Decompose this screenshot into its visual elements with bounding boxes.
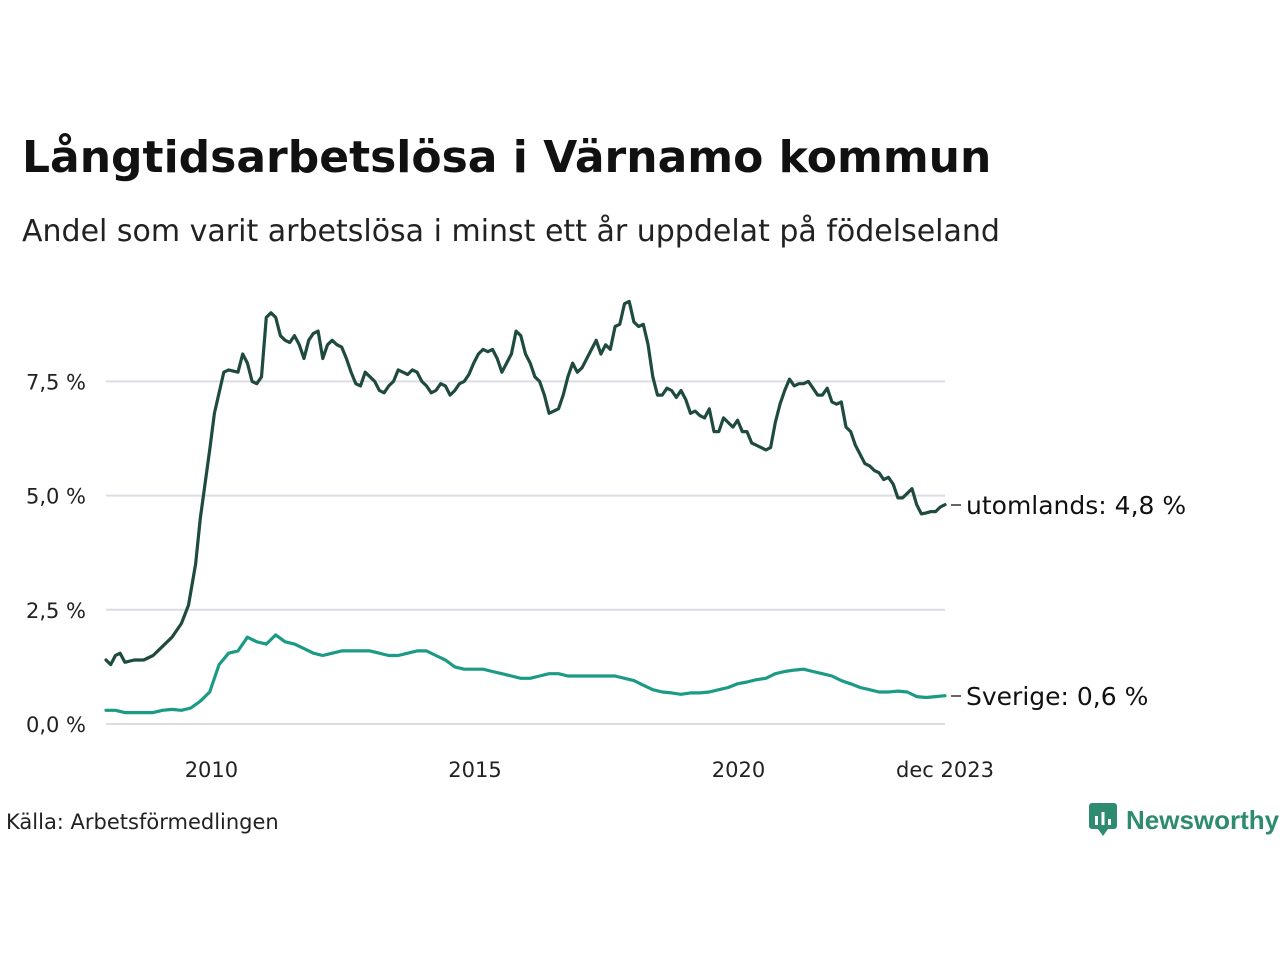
x-tick-label: 2015 bbox=[448, 758, 501, 782]
end-labels: utomlands: 4,8 % Sverige: 0,6 % bbox=[951, 491, 1186, 711]
series-lines bbox=[104, 299, 947, 715]
series-line-sverige bbox=[104, 633, 947, 715]
x-tick-label: 2020 bbox=[712, 758, 765, 782]
line-chart: 0,0 % 2,5 % 5,0 % 7,5 % 2010 2015 2020 dec 202… bbox=[26, 299, 1186, 782]
x-tick-label: 2010 bbox=[185, 758, 238, 782]
newsworthy-logo: Newsworthy bbox=[1088, 802, 1279, 838]
series-line-utomlands bbox=[104, 299, 947, 667]
x-axis-ticks: 2010 2015 2020 dec 2023 bbox=[185, 758, 994, 782]
y-tick-label: 5,0 % bbox=[26, 485, 86, 509]
chart-subtitle: Andel som varit arbetslösa i minst ett å… bbox=[22, 214, 1000, 249]
y-tick-label: 0,0 % bbox=[26, 713, 86, 737]
y-axis-ticks: 0,0 % 2,5 % 5,0 % 7,5 % bbox=[26, 370, 86, 737]
end-label-utomlands: utomlands: 4,8 % bbox=[966, 491, 1186, 520]
chart-title: Långtidsarbetslösa i Värnamo kommun bbox=[22, 132, 992, 183]
x-tick-label: dec 2023 bbox=[896, 758, 994, 782]
source-label: Källa: Arbetsförmedlingen bbox=[6, 810, 279, 834]
end-label-sverige: Sverige: 0,6 % bbox=[966, 682, 1148, 711]
brand-name: Newsworthy bbox=[1126, 804, 1280, 835]
y-tick-label: 7,5 % bbox=[26, 370, 86, 394]
newsworthy-icon bbox=[1089, 803, 1117, 836]
y-tick-label: 2,5 % bbox=[26, 599, 86, 623]
